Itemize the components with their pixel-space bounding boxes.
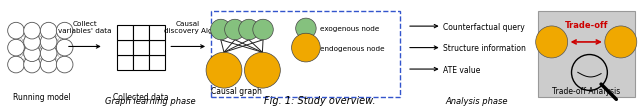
Bar [133,41,148,56]
Ellipse shape [225,20,245,40]
Ellipse shape [40,45,57,62]
Text: Counterfactual query: Counterfactual query [443,22,525,31]
Text: Structure information: Structure information [443,44,525,53]
Ellipse shape [56,23,73,40]
Bar [148,26,165,41]
Bar [116,56,133,71]
Ellipse shape [24,45,40,62]
Ellipse shape [40,57,57,73]
Text: Collect
variables' data: Collect variables' data [58,21,112,34]
Bar [211,12,400,97]
Ellipse shape [244,53,280,88]
Text: Fig. 1: Study overview.: Fig. 1: Study overview. [264,95,376,105]
Ellipse shape [206,53,242,88]
Ellipse shape [56,40,73,56]
Text: Analysis phase: Analysis phase [445,96,508,105]
Text: Trade-off Analysis: Trade-off Analysis [552,86,620,95]
Text: Running model: Running model [13,92,70,101]
Ellipse shape [536,27,568,58]
Bar [148,56,165,71]
Ellipse shape [292,34,320,62]
Text: Causal graph: Causal graph [211,86,262,95]
Ellipse shape [239,20,259,40]
Ellipse shape [24,57,40,73]
Ellipse shape [8,57,24,73]
Text: exogenous node: exogenous node [320,26,380,32]
Ellipse shape [24,34,40,51]
Ellipse shape [40,34,57,51]
Ellipse shape [296,19,316,39]
Ellipse shape [605,27,637,58]
Text: Trade-off: Trade-off [564,21,608,30]
Ellipse shape [8,23,24,40]
Text: Graph learning phase: Graph learning phase [105,96,196,105]
Bar [116,41,133,56]
Bar [116,26,133,41]
Bar [133,26,148,41]
Ellipse shape [40,23,57,40]
Text: ATE value: ATE value [443,65,480,74]
Ellipse shape [56,57,73,73]
Ellipse shape [8,40,24,56]
Ellipse shape [24,23,40,40]
Text: Collected data: Collected data [113,92,168,101]
Ellipse shape [253,20,273,40]
Text: Causal
discovery Alg: Causal discovery Alg [164,21,212,34]
Bar [538,12,635,97]
Bar [148,41,165,56]
Text: endogenous node: endogenous node [320,45,385,51]
Bar [133,56,148,71]
Ellipse shape [211,20,231,40]
